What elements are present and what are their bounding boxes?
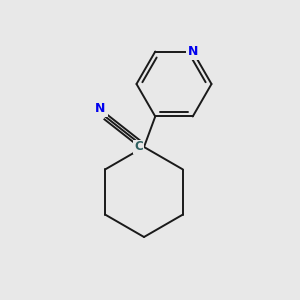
Text: C: C (134, 140, 143, 154)
Text: N: N (95, 102, 106, 115)
Text: N: N (188, 45, 198, 58)
